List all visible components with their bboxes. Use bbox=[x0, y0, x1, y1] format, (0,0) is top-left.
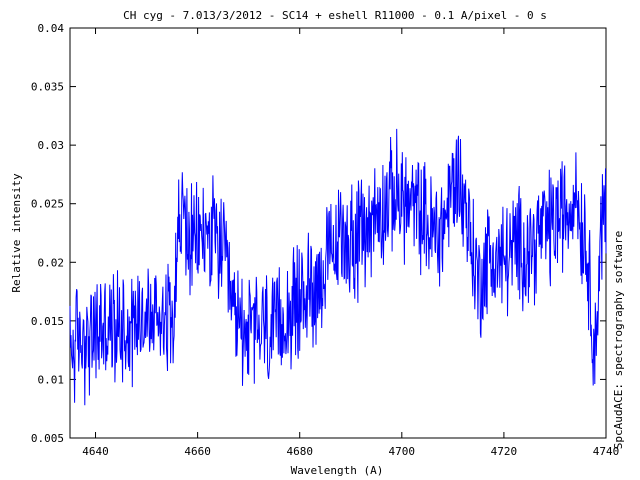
y-tick-label: 0.04 bbox=[38, 22, 65, 35]
x-tick-label: 4700 bbox=[389, 445, 416, 458]
spectrum-line bbox=[69, 128, 607, 406]
software-label: SpcAudACE: spectrography software bbox=[612, 231, 625, 450]
y-tick-label: 0.03 bbox=[38, 139, 65, 152]
x-tick-label: 4660 bbox=[184, 445, 211, 458]
y-tick-label: 0.02 bbox=[38, 256, 65, 269]
x-tick-label: 4720 bbox=[491, 445, 518, 458]
x-tick-label: 4680 bbox=[286, 445, 313, 458]
y-tick-label: 0.035 bbox=[31, 81, 64, 94]
chart-title: CH cyg - 7.013/3/2012 - SC14 + eshell R1… bbox=[123, 9, 547, 22]
y-tick-label: 0.015 bbox=[31, 315, 64, 328]
x-tick-label: 4640 bbox=[82, 445, 109, 458]
y-tick-label: 0.025 bbox=[31, 198, 64, 211]
y-tick-label: 0.005 bbox=[31, 432, 64, 445]
x-tick-label: 4740 bbox=[593, 445, 620, 458]
x-tick-labels: 4640 4660 4680 4700 4720 4740 bbox=[82, 445, 619, 458]
y-tick-label: 0.01 bbox=[38, 373, 65, 386]
y-axis-label: Relative intensity bbox=[10, 173, 23, 293]
y-tick-labels: 0.005 0.01 0.015 0.02 0.025 0.03 0.035 0.04 bbox=[31, 22, 64, 445]
x-axis-label: Wavelength (A) bbox=[291, 464, 384, 477]
